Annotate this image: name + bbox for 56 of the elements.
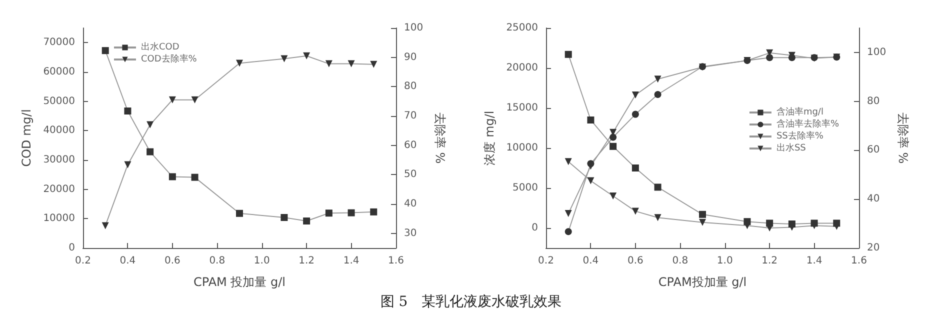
x-tick-label: 0.2 [75,256,91,266]
y2-tick-label: 90 [404,52,417,63]
y-tick-label: 15000 [506,102,538,114]
y-tick-label: 40000 [43,125,75,136]
legend-label: 含油率去除率% [776,118,840,130]
y-axis-title: COD mg/l [19,109,34,167]
legend-label: 含油率mg/l [776,106,824,118]
x-tick-label: 0.8 [209,256,226,266]
x-tick-label: 1.0 [716,256,733,266]
y-tick-label: 50000 [43,96,75,107]
y2-tick-label: 40 [867,194,880,205]
x-tick-label: 0.6 [627,256,644,266]
y-tick-label: 5000 [512,182,538,194]
y2-tick-label: 30 [404,228,417,239]
y2-tick-label: 50 [404,169,417,180]
y-tick-label: 20000 [506,62,538,74]
x-tick-label: 1.4 [343,256,360,266]
y2-tick-label: 60 [404,140,417,151]
y2-tick-label: 100 [867,46,886,58]
x-tick-label: 0.6 [164,256,180,266]
x-tick-label: 1.6 [851,256,867,266]
y-tick-label: 70000 [43,37,75,48]
x-tick-label: 0.4 [120,256,136,266]
x-tick-label: 1.6 [388,256,404,266]
y2-axis-title: 去除率 % [896,112,910,164]
caption: 图 5 某乳化液废水破乳效果 [379,293,563,311]
y2-axis-title: 去除率 % [432,112,447,164]
x-tick-label: 0.2 [538,256,554,266]
y2-tick-label: 20 [867,242,880,254]
y2-tick-label: 60 [867,144,880,156]
y-tick-label: 25000 [506,22,538,34]
y-tick-label: 30000 [43,154,75,166]
y2-tick-label: 40 [404,198,417,210]
y2-tick-label: 70 [404,110,417,122]
x-axis-title: CPAM投加量 g/l [658,275,747,289]
x-tick-label: 1.2 [298,256,315,266]
x-tick-label: 1.2 [762,256,778,266]
legend-label: SS去除率% [776,130,824,142]
y-tick-label: 0 [532,222,538,234]
x-tick-label: 1.4 [806,256,822,266]
y2-tick-label: 80 [867,96,880,107]
legend-label: 出水COD [141,42,180,52]
y-tick-label: 10000 [43,213,75,224]
y-tick-label: 20000 [43,184,75,195]
legend-label: 出水SS [776,142,806,154]
y2-tick-label: 100 [404,22,424,34]
x-axis-title: CPAM 投加量 g/l [193,275,286,289]
y2-tick-label: 80 [404,81,417,92]
x-tick-label: 0.8 [672,256,688,266]
x-tick-label: 0.4 [582,256,599,266]
x-tick-label: 1.0 [254,256,270,266]
y-tick-label: 60000 [43,66,75,78]
y-tick-label: 0 [68,242,75,254]
y-tick-label: 10000 [506,142,538,154]
legend-label: COD去除率% [141,54,198,64]
y-axis-title: 浓度 mg/l [482,110,496,166]
